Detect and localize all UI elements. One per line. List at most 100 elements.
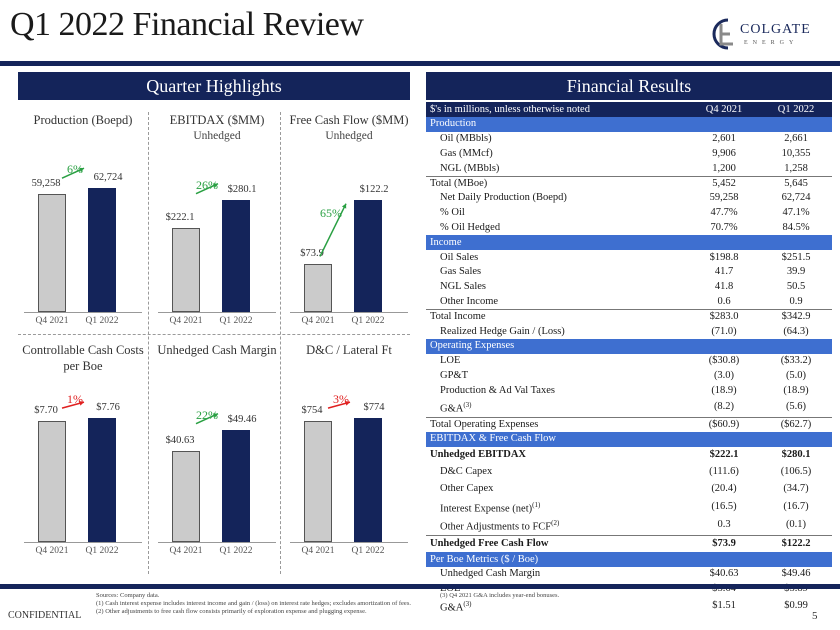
table-section-header: EBITDAX & Free Cash Flow bbox=[426, 431, 832, 447]
table-row: % Oil 47.7% 47.1% bbox=[426, 206, 832, 221]
table-row: NGL (MBbls) 1,200 1,258 bbox=[426, 161, 832, 176]
table-row: G&A(3) $1.51 $0.99 bbox=[426, 597, 832, 616]
table-row: Realized Hedge Gain / (Loss) (71.0) (64.3) bbox=[426, 324, 832, 339]
cell-q4-2021: (111.6) bbox=[709, 466, 739, 478]
table-row: Unhedged Cash Margin $40.63 $49.46 bbox=[426, 567, 832, 582]
table-section-header: Operating Expenses bbox=[426, 338, 832, 354]
cell-q4-2021: (3.0) bbox=[713, 369, 735, 381]
row-label-text: Other Capex bbox=[440, 483, 494, 495]
row-label-text: Other Adjustments to FCF bbox=[440, 521, 552, 533]
section-label: Per Boe Metrics ($ / Boe) bbox=[426, 552, 832, 568]
cell-q1-2022: (0.1) bbox=[785, 519, 807, 531]
row-label: Production & Ad Val Taxes bbox=[426, 383, 688, 398]
row-label-text: Gas (MMcf) bbox=[440, 147, 493, 159]
cell-q4-2021: $73.9 bbox=[688, 534, 760, 553]
cell-q1-2022: (16.7) bbox=[783, 500, 809, 512]
row-label-text: Oil Sales bbox=[440, 251, 479, 263]
table-row: Oil Sales $198.8 $251.5 bbox=[426, 250, 832, 265]
green-arrow-icon bbox=[61, 167, 85, 179]
bar-q1-2022 bbox=[222, 429, 250, 542]
change-arrow-head bbox=[213, 183, 218, 188]
cell-q1-2022: ($62.7) bbox=[760, 416, 832, 432]
row-label-text: % Oil bbox=[440, 207, 465, 219]
cell-q1-2022: $280.1 bbox=[781, 449, 811, 461]
cell-q4-2021: 47.7% bbox=[710, 207, 738, 219]
quarter-highlights-band: Quarter Highlights bbox=[18, 72, 410, 100]
row-label-text: Total (MBoe) bbox=[430, 177, 488, 189]
row-label: LOE bbox=[426, 354, 688, 369]
cell-q4-2021: (18.9) bbox=[711, 384, 737, 396]
cell-q1-2022: (5.0) bbox=[785, 369, 807, 381]
table-section-header: Income bbox=[426, 235, 832, 251]
change-percent: 22% bbox=[196, 407, 218, 422]
bar-q4-2021 bbox=[304, 421, 332, 542]
chart-title: Production (Boepd) bbox=[33, 113, 133, 127]
row-label: Total (MBoe) bbox=[426, 175, 688, 191]
bar-q4-2021 bbox=[38, 193, 66, 312]
footnote-ref: (3) bbox=[463, 401, 472, 410]
row-label-text: Other Income bbox=[440, 295, 499, 307]
bar-q4-2021 bbox=[38, 421, 66, 542]
bar-q1-2022 bbox=[88, 418, 116, 542]
table-row: Total (MBoe) 5,452 5,645 bbox=[426, 175, 832, 191]
cell-q4-2021: 2,601 bbox=[712, 133, 736, 145]
section-label: Operating Expenses bbox=[426, 338, 832, 354]
bar-value-label: $7.76 bbox=[96, 402, 120, 414]
table-row: Net Daily Production (Boepd) 59,258 62,724 bbox=[426, 191, 832, 206]
change-arrow-head bbox=[341, 203, 347, 209]
chart-divider bbox=[18, 334, 410, 335]
row-label: Net Daily Production (Boepd) bbox=[426, 191, 688, 206]
row-label-text: % Oil Hedged bbox=[440, 221, 501, 233]
cell-q4-2021: 0.3 bbox=[717, 519, 731, 531]
chart-baseline bbox=[24, 312, 142, 313]
row-label-text: Realized Hedge Gain / (Loss) bbox=[440, 325, 565, 337]
logo-name: COLGATE bbox=[740, 22, 811, 37]
row-label-text: Unhedged EBITDAX bbox=[430, 449, 526, 461]
change-percent: 65% bbox=[320, 206, 342, 221]
chart-title: Controllable Cash Costs per Boe bbox=[22, 343, 144, 373]
cell-q1-2022: $49.46 bbox=[781, 568, 811, 580]
x-tick-label: Q1 2022 bbox=[351, 316, 385, 326]
cell-q4-2021: ($60.9) bbox=[688, 416, 760, 432]
cell-q1-2022: (18.9) bbox=[783, 384, 809, 396]
x-tick-label: Q1 2022 bbox=[351, 546, 385, 556]
financial-results-band: Financial Results bbox=[426, 72, 832, 100]
bar-value-label: $40.63 bbox=[165, 435, 195, 447]
chart-subtitle: Unhedged bbox=[193, 130, 241, 142]
chart-title: EBITDAX ($MM) bbox=[169, 113, 265, 127]
cell-q1-2022: $122.2 bbox=[760, 534, 832, 553]
bar-value-label: $122.2 bbox=[359, 183, 389, 195]
table-row: Other Income 0.6 0.9 bbox=[426, 295, 832, 310]
table-row: Gas (MMcf) 9,906 10,355 bbox=[426, 147, 832, 162]
cell-q1-2022: 2,661 bbox=[784, 133, 808, 145]
chart-subtitle: Unhedged bbox=[325, 130, 373, 142]
header-q4-2021: Q4 2021 bbox=[688, 102, 760, 117]
green-arrow-icon bbox=[195, 182, 219, 195]
row-label: Realized Hedge Gain / (Loss) bbox=[426, 324, 688, 339]
title-rule bbox=[0, 61, 840, 66]
chart-baseline bbox=[24, 542, 142, 543]
row-label: % Oil bbox=[426, 206, 688, 221]
bar-q1-2022 bbox=[222, 199, 250, 312]
colgate-logo: COLGATE ENERGY bbox=[704, 14, 834, 54]
highlight-chart: Controllable Cash Costs per Boe $7.70 Q4 2… bbox=[18, 338, 144, 564]
row-label-text: Unhedged Cash Margin bbox=[440, 568, 541, 580]
row-label-text: Gas Sales bbox=[440, 266, 482, 278]
x-tick-label: Q4 2021 bbox=[35, 316, 69, 326]
row-label: G&A(3) bbox=[426, 398, 688, 417]
row-label-text: Unhedged Free Cash Flow bbox=[430, 537, 549, 549]
cell-q1-2022: 84.5% bbox=[782, 221, 810, 233]
table-row: Oil (MBbls) 2,601 2,661 bbox=[426, 132, 832, 147]
cell-q4-2021: $40.63 bbox=[709, 568, 739, 580]
highlight-chart: EBITDAX ($MM) Unhedged $222.1 Q4 2021 $280.1… bbox=[152, 108, 278, 334]
red-arrow-icon bbox=[327, 401, 351, 409]
cell-q4-2021: 5,452 bbox=[688, 175, 760, 191]
sources-note: Sources: Company data. bbox=[96, 592, 160, 599]
row-label: Other Adjustments to FCF(2) bbox=[426, 516, 688, 535]
bar-value-label: 62,724 bbox=[93, 172, 123, 184]
footnotes: Sources: Company data. (1) Cash interest… bbox=[96, 592, 436, 616]
highlight-chart: Production (Boepd) 59,258 Q4 2021 62,724 Q1 … bbox=[18, 108, 144, 334]
row-label: Unhedged Free Cash Flow bbox=[426, 534, 688, 553]
change-percent: 6% bbox=[67, 162, 83, 177]
cell-q4-2021: 1,200 bbox=[712, 162, 736, 174]
